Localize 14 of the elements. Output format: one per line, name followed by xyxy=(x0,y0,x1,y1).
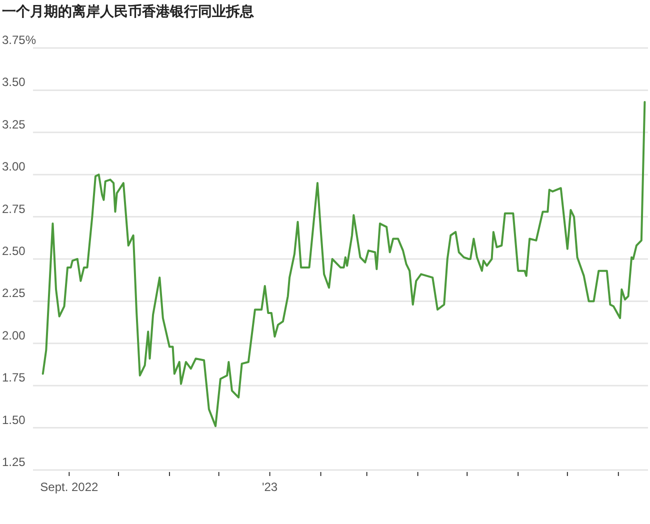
chart-title: 一个月期的离岸人民币香港银行同业拆息 xyxy=(2,3,255,19)
y-tick-label: 1.75 xyxy=(2,370,26,385)
y-tick-label: 3.75% xyxy=(2,33,36,47)
y-tick-label: 1.25 xyxy=(2,455,26,469)
y-tick-label: 3.50 xyxy=(2,75,26,90)
y-tick-label: 2.00 xyxy=(2,328,26,342)
y-tick-label: 2.50 xyxy=(2,244,26,258)
y-tick-label: 3.25 xyxy=(2,117,26,132)
x-tick-label: '23 xyxy=(262,480,278,494)
y-tick-label: 1.50 xyxy=(2,412,26,427)
y-tick-label: 2.25 xyxy=(2,286,26,300)
x-tick-label: Sept. 2022 xyxy=(40,480,99,494)
y-tick-label: 3.00 xyxy=(2,160,26,174)
y-tick-label: 2.75 xyxy=(2,202,26,216)
